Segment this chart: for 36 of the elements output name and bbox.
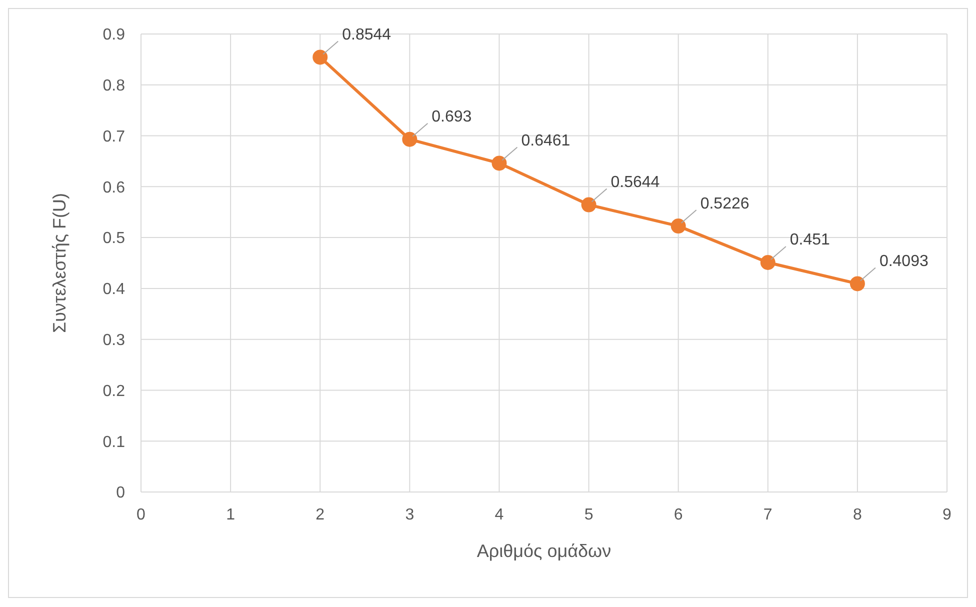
data-label: 0.5226 bbox=[700, 195, 750, 212]
point bbox=[312, 50, 328, 65]
data-label: 0.451 bbox=[790, 232, 830, 249]
x-tick-label: 5 bbox=[584, 506, 594, 524]
data-label: 0.5644 bbox=[610, 174, 660, 192]
data-label: 0.693 bbox=[432, 108, 472, 126]
y-axis-title: Συντελεστής F(U) bbox=[49, 192, 70, 334]
x-tick-label: 2 bbox=[316, 506, 325, 524]
y-tick-label: 0.9 bbox=[102, 26, 126, 44]
data-label: 0.8544 bbox=[342, 26, 392, 44]
x-tick-label: 9 bbox=[942, 506, 952, 524]
x-tick-label: 4 bbox=[494, 506, 504, 524]
x-axis-title: Αριθμός ομάδων bbox=[476, 541, 612, 561]
y-tick-label: 0.4 bbox=[102, 281, 126, 298]
point bbox=[402, 132, 418, 147]
x-tick-label: 6 bbox=[674, 506, 683, 524]
x-tick-label: 1 bbox=[226, 506, 236, 524]
y-tick-label: 0 bbox=[116, 484, 126, 502]
y-tick-label: 0.1 bbox=[102, 434, 126, 451]
point bbox=[670, 218, 686, 234]
y-tick-label: 0.8 bbox=[102, 78, 126, 95]
y-tick-label: 0.7 bbox=[102, 128, 126, 146]
x-tick-label: 7 bbox=[763, 506, 772, 524]
y-tick-label: 0.3 bbox=[102, 332, 126, 350]
point bbox=[850, 276, 865, 292]
y-tick-label: 0.5 bbox=[102, 230, 126, 248]
data-label: 0.6461 bbox=[521, 132, 570, 150]
y-tick-label: 0.6 bbox=[102, 179, 126, 196]
x-tick-label: 3 bbox=[405, 506, 414, 524]
x-tick-label: 8 bbox=[852, 506, 862, 524]
point bbox=[492, 156, 507, 171]
y-tick-label: 0.2 bbox=[102, 382, 126, 400]
data-label: 0.4093 bbox=[879, 252, 928, 270]
point bbox=[581, 197, 596, 212]
point bbox=[760, 254, 776, 270]
x-tick-label: 0 bbox=[136, 506, 146, 524]
